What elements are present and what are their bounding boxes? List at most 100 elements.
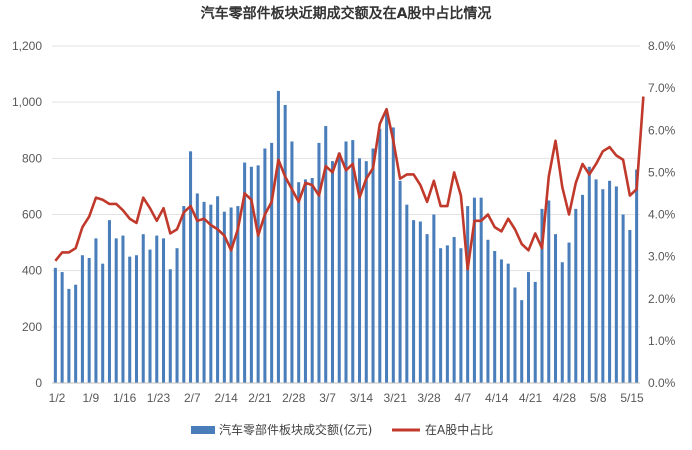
share-line: [54, 96, 645, 271]
x-tick-label: 1/16: [113, 391, 137, 405]
bar: [330, 161, 335, 383]
y-left-tick-label: 400: [22, 264, 42, 278]
x-tick-label: 1/9: [82, 391, 99, 405]
bar: [216, 196, 220, 383]
bar: [182, 206, 186, 383]
x-tick-label: 4/28: [553, 391, 577, 405]
bar: [459, 248, 463, 383]
bar: [472, 197, 476, 383]
bar: [74, 284, 78, 383]
bar: [202, 201, 206, 383]
bar: [614, 186, 618, 383]
bar: [283, 104, 287, 383]
bar: [452, 236, 456, 383]
line-series: [54, 96, 645, 271]
bar: [378, 128, 382, 383]
bar: [412, 220, 416, 383]
bar: [270, 142, 274, 383]
bar: [560, 262, 564, 383]
bar: [60, 272, 64, 383]
bar: [635, 169, 639, 383]
bar: [553, 234, 558, 383]
bar: [141, 234, 145, 383]
bar: [249, 166, 253, 383]
bar: [324, 126, 328, 383]
bar: [128, 256, 132, 383]
bar: [189, 151, 193, 383]
bar: [601, 189, 605, 383]
bar: [310, 177, 314, 383]
bar: [114, 238, 118, 383]
x-tick-label: 5/15: [620, 391, 644, 405]
legend: 汽车零部件板块成交额(亿元) 在A股中占比: [191, 422, 493, 437]
bar: [364, 161, 368, 383]
bar: [486, 239, 490, 383]
y-right-tick-label: 4.0%: [648, 208, 676, 222]
bar: [391, 127, 395, 383]
bar: [209, 204, 213, 383]
bar: [297, 182, 301, 383]
bar: [222, 211, 226, 383]
bar: [317, 142, 321, 383]
bar: [418, 221, 422, 383]
legend-bar-swatch: [191, 426, 215, 434]
bar: [263, 148, 267, 383]
bar: [432, 214, 436, 383]
bar: [425, 234, 429, 383]
bar: [53, 267, 57, 383]
y-right-tick-label: 6.0%: [648, 123, 676, 137]
bar: [344, 141, 348, 383]
y-left-tick-label: 800: [22, 151, 42, 165]
legend-bar-label: 汽车零部件板块成交额(亿元): [219, 422, 372, 437]
x-tick-label: 2/7: [184, 391, 201, 405]
bar: [540, 208, 544, 383]
x-tick-label: 3/21: [384, 391, 408, 405]
x-tick-label: 4/7: [455, 391, 472, 405]
bar: [621, 214, 625, 383]
bar: [148, 249, 152, 383]
bar: [574, 208, 578, 383]
y-left-tick-label: 1,000: [12, 95, 42, 109]
bar: [594, 179, 598, 383]
x-tick-label: 5/8: [590, 391, 607, 405]
y-right-tick-label: 0.0%: [648, 376, 676, 390]
bar: [526, 272, 531, 383]
x-tick-label: 4/14: [485, 391, 509, 405]
bar: [547, 200, 551, 383]
bar: [175, 248, 179, 383]
chart-title: 汽车零部件板块近期成交额及在A股中占比情况: [201, 5, 492, 22]
bar: [628, 229, 632, 383]
bar: [155, 235, 159, 383]
bar: [229, 207, 233, 383]
bar: [87, 258, 91, 383]
bar: [107, 220, 111, 383]
y-right-tick-label: 3.0%: [648, 250, 676, 264]
bar: [398, 180, 402, 383]
y-right-tick-label: 5.0%: [648, 165, 676, 179]
bar: [195, 193, 199, 383]
bar: [121, 235, 125, 383]
axes: 0 200 400 600 800 1,000 1,200 0.0% 1.0% 2.0% 3.0% 4…: [12, 39, 676, 405]
y-left-tick-label: 1,200: [12, 39, 42, 53]
y-right-tick-label: 7.0%: [648, 81, 676, 95]
bar: [587, 166, 591, 383]
y-left-tick-label: 200: [22, 320, 42, 334]
x-tick-label: 1/23: [147, 391, 171, 405]
y-left-tick-label: 600: [22, 208, 42, 222]
bar: [357, 158, 362, 383]
bar: [499, 259, 503, 383]
bar: [94, 238, 98, 383]
bar: [337, 152, 341, 383]
y-right-tick-label: 2.0%: [648, 292, 676, 306]
bar: [276, 90, 280, 383]
bar: [520, 300, 524, 383]
bar: [101, 263, 105, 383]
bar: [506, 263, 510, 383]
x-tick-label: 3/7: [319, 391, 336, 405]
bar: [134, 255, 139, 383]
bar: [303, 179, 307, 383]
bar: [351, 140, 355, 383]
bar: [608, 180, 612, 383]
